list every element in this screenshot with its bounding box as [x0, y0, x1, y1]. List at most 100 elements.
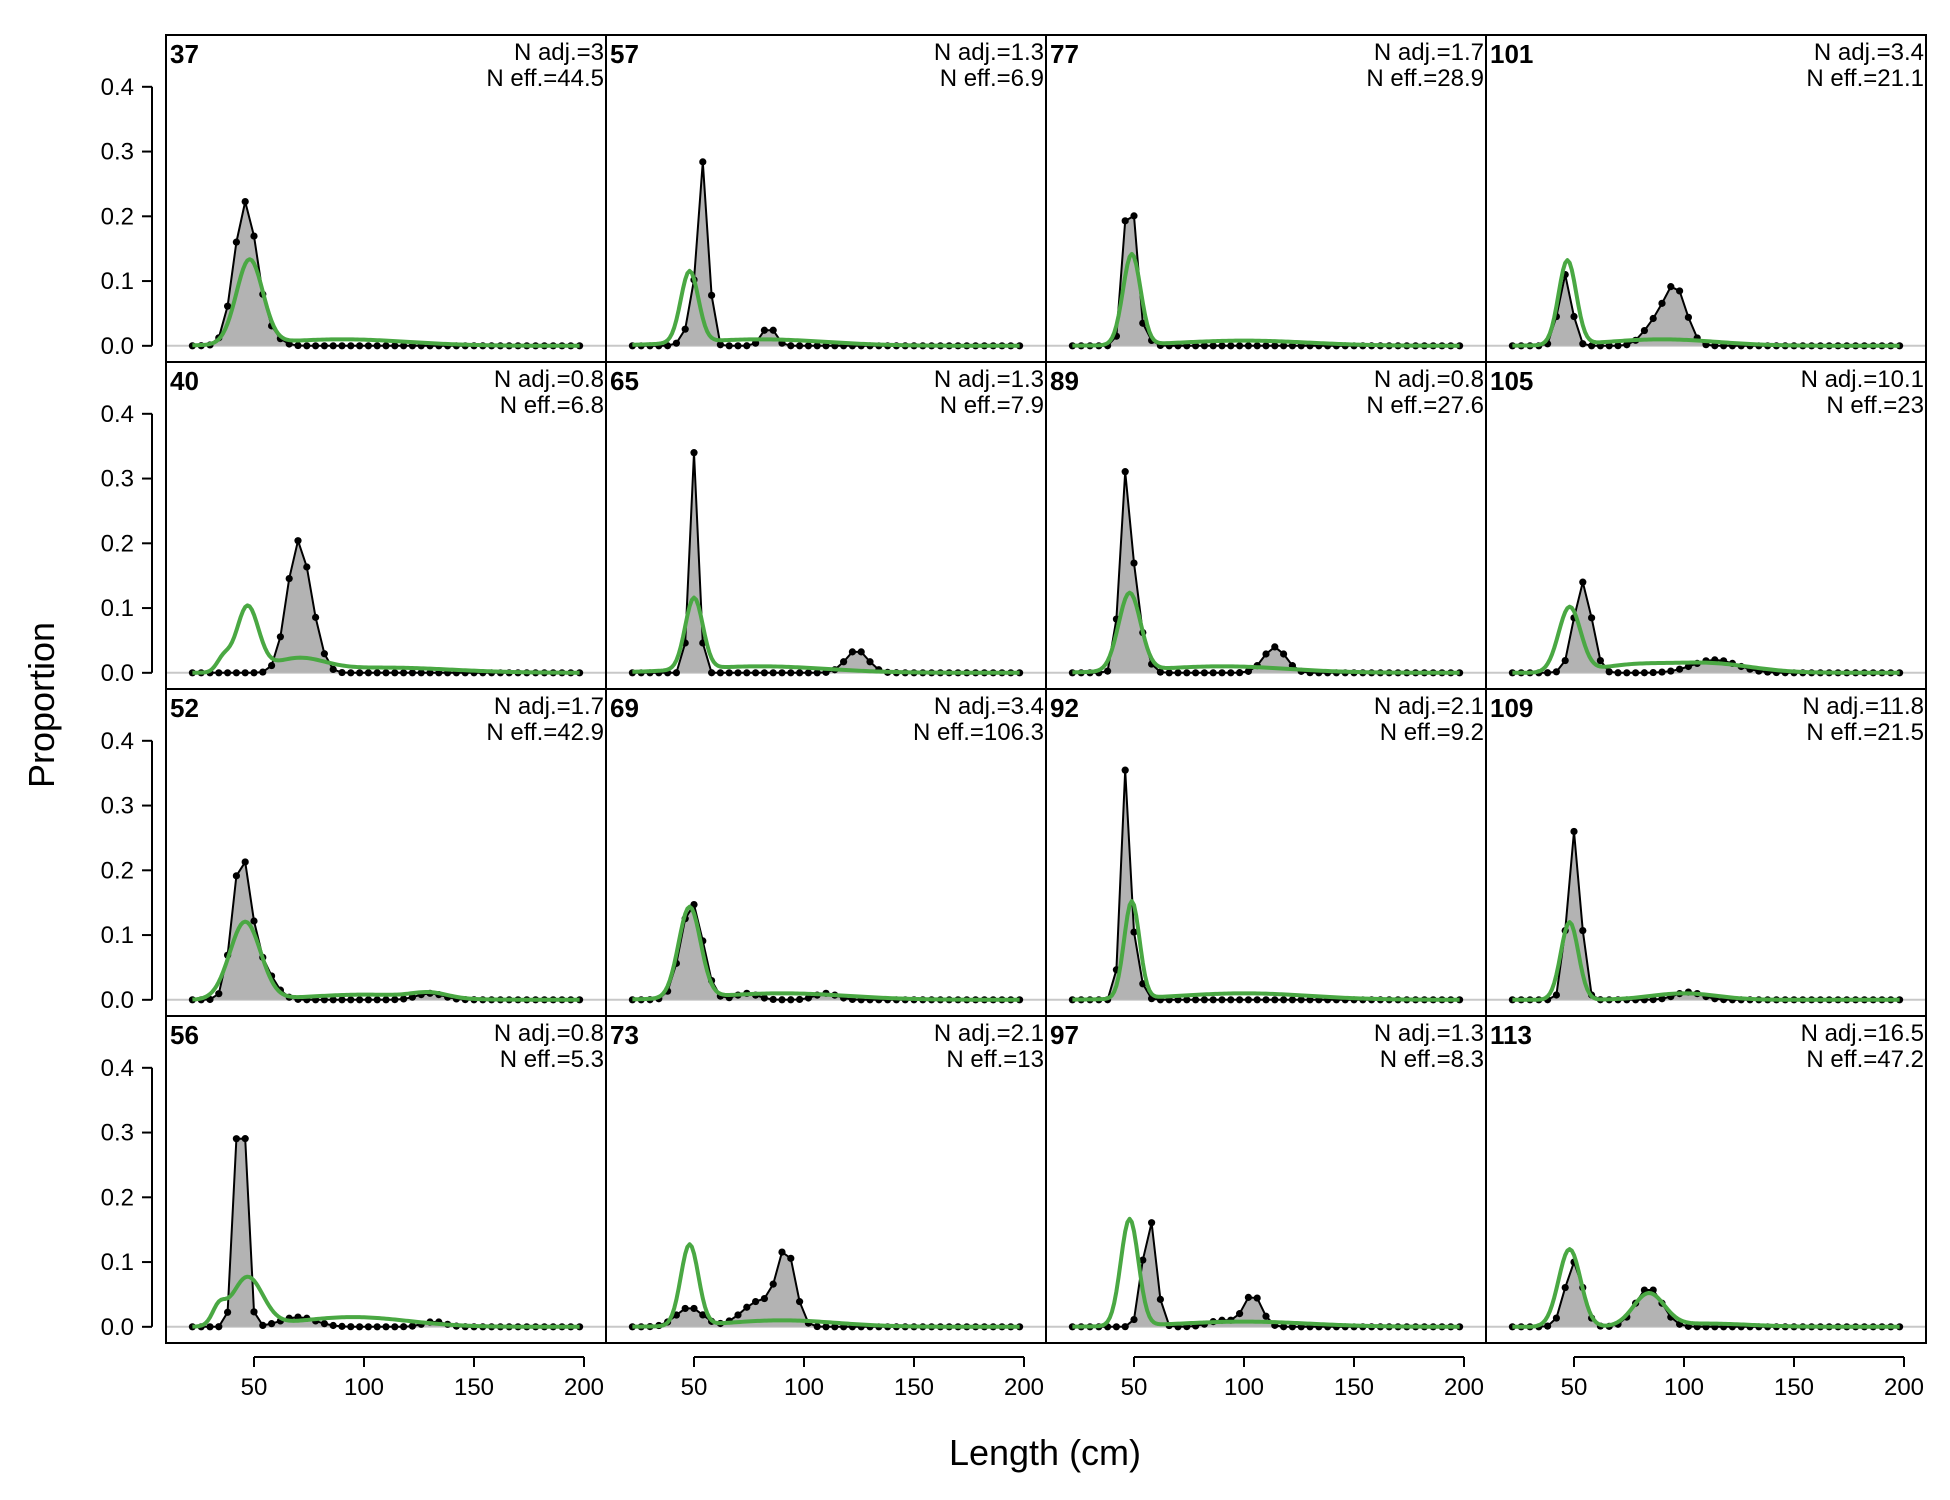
- panel-n-eff: N eff.=7.9: [940, 392, 1044, 419]
- observed-point: [760, 1294, 769, 1303]
- observed-point: [1227, 669, 1235, 677]
- panel-n-adj: N adj.=10.1: [1801, 366, 1924, 393]
- panel-label: 77: [1050, 39, 1079, 69]
- panel-52: 52 N adj.=1.7N eff.=42.9: [165, 688, 607, 1017]
- observed-point: [1588, 614, 1596, 622]
- expected-line: [632, 268, 1020, 348]
- observed-point: [1156, 668, 1164, 676]
- observed-point: [1236, 996, 1244, 1004]
- x-tick-label: 100: [344, 1374, 384, 1401]
- observed-area: [1072, 471, 1460, 673]
- observed-point: [1544, 1322, 1552, 1330]
- panel-n-eff: N eff.=106.3: [913, 719, 1044, 746]
- observed-point: [391, 669, 399, 677]
- observed-area: [192, 540, 580, 673]
- observed-point: [338, 1322, 346, 1330]
- observed-point: [364, 669, 372, 677]
- observed-point: [268, 661, 276, 670]
- expected-line: [632, 904, 1020, 1002]
- observed-point: [250, 232, 258, 240]
- y-tick-label: 0.3: [101, 793, 134, 820]
- observed-point: [752, 339, 760, 347]
- observed-point: [1218, 342, 1226, 350]
- observed-point: [1667, 283, 1675, 291]
- observed-point: [320, 996, 328, 1004]
- observed-point: [1130, 212, 1138, 220]
- observed-point: [734, 1311, 742, 1319]
- observed-point: [241, 669, 249, 677]
- observed-point: [1244, 342, 1252, 350]
- observed-point: [356, 669, 364, 677]
- y-tick-label: 0.3: [101, 466, 134, 493]
- x-tick-label: 200: [564, 1374, 604, 1401]
- panel-109: 109 N adj.=11.8N eff.=21.5: [1485, 688, 1927, 1017]
- expected-line: [192, 603, 580, 675]
- observed-point: [787, 996, 795, 1004]
- x-tick-label: 50: [1121, 1374, 1148, 1401]
- observed-point: [787, 342, 795, 350]
- observed-point: [681, 325, 689, 333]
- observed-point: [347, 1323, 355, 1331]
- panel-113: 113 N adj.=16.5N eff.=47.2: [1485, 1015, 1927, 1344]
- observed-point: [1288, 996, 1296, 1004]
- observed-point: [364, 996, 372, 1004]
- y-axis-row-4: 0.0 0.1 0.2 0.3 0.4: [101, 1055, 153, 1341]
- observed-point: [1632, 669, 1640, 677]
- observed-point: [769, 669, 777, 677]
- panel-label: 89: [1050, 366, 1079, 396]
- panel-label: 97: [1050, 1020, 1079, 1050]
- observed-point: [1262, 1312, 1270, 1320]
- x-tick-label: 100: [784, 1374, 824, 1401]
- observed-point: [743, 1303, 751, 1311]
- panel-n-adj: N adj.=3.4: [1814, 39, 1924, 66]
- y-tick-label: 0.4: [101, 1055, 134, 1082]
- observed-point: [1253, 996, 1261, 1004]
- observed-point: [760, 669, 769, 677]
- panel-n-eff: N eff.=47.2: [1806, 1046, 1924, 1073]
- observed-point: [356, 1323, 364, 1331]
- panel-n-adj: N adj.=16.5: [1801, 1020, 1924, 1047]
- observed-point: [364, 342, 372, 350]
- observed-point: [294, 341, 302, 350]
- observed-point: [312, 342, 320, 350]
- observed-point: [734, 669, 742, 677]
- observed-point: [716, 669, 725, 677]
- observed-point: [224, 669, 232, 677]
- observed-point: [822, 1323, 830, 1331]
- observed-point: [787, 1254, 795, 1262]
- observed-point: [848, 648, 857, 656]
- panel-n-adj: N adj.=3.4: [934, 693, 1044, 720]
- observed-point: [215, 669, 223, 677]
- panel-n-eff: N eff.=21.1: [1806, 65, 1924, 92]
- observed-point: [1684, 313, 1692, 321]
- observed-point: [373, 1323, 381, 1331]
- panel-label: 92: [1050, 693, 1079, 723]
- y-axis-row-2: 0.0 0.1 0.2 0.3 0.4: [101, 401, 153, 687]
- observed-point: [664, 342, 672, 350]
- panel-label: 56: [170, 1020, 199, 1050]
- observed-point: [1183, 669, 1191, 677]
- panels-layer: 37 N adj.=3N eff.=44.540 N adj.=0.8N eff.=…: [165, 34, 1927, 1344]
- observed-point: [329, 1321, 337, 1330]
- observed-point: [1676, 287, 1684, 295]
- expected-line: [1072, 590, 1460, 675]
- observed-point: [769, 326, 777, 334]
- observed-point: [1262, 996, 1270, 1004]
- observed-point: [373, 996, 381, 1004]
- panel-label: 73: [610, 1020, 639, 1050]
- observed-point: [1570, 827, 1578, 836]
- observed-point: [1218, 669, 1226, 677]
- observed-point: [796, 669, 804, 677]
- panel-n-eff: N eff.=6.8: [500, 392, 604, 419]
- observed-point: [1623, 669, 1631, 677]
- panel-77: 77 N adj.=1.7N eff.=28.9: [1045, 34, 1487, 363]
- observed-point: [1209, 669, 1217, 677]
- observed-point: [224, 1308, 232, 1316]
- observed-point: [250, 1308, 258, 1316]
- y-tick-label: 0.4: [101, 728, 134, 755]
- observed-point: [391, 342, 399, 350]
- observed-point: [1139, 1256, 1147, 1264]
- expected-line: [1072, 251, 1460, 348]
- observed-point: [382, 996, 390, 1004]
